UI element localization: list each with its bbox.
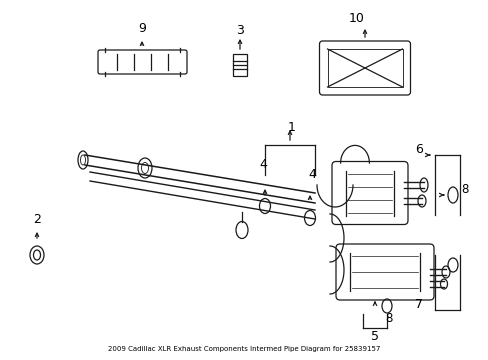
Text: 2: 2: [33, 213, 41, 226]
Text: 7: 7: [414, 298, 422, 311]
Text: 3: 3: [236, 23, 244, 36]
Text: 10: 10: [348, 12, 364, 24]
Text: 6: 6: [414, 144, 422, 157]
Text: 1: 1: [287, 121, 295, 135]
Text: 8: 8: [385, 311, 392, 324]
Text: 5: 5: [370, 329, 378, 342]
Bar: [327, 49, 402, 87]
Text: 4: 4: [307, 168, 315, 181]
Bar: [232, 54, 246, 76]
Text: 8: 8: [460, 184, 468, 197]
Text: 2009 Cadillac XLR Exhaust Components Intermed Pipe Diagram for 25839157: 2009 Cadillac XLR Exhaust Components Int…: [108, 346, 380, 352]
Text: 4: 4: [259, 158, 266, 171]
Text: 9: 9: [138, 22, 145, 35]
